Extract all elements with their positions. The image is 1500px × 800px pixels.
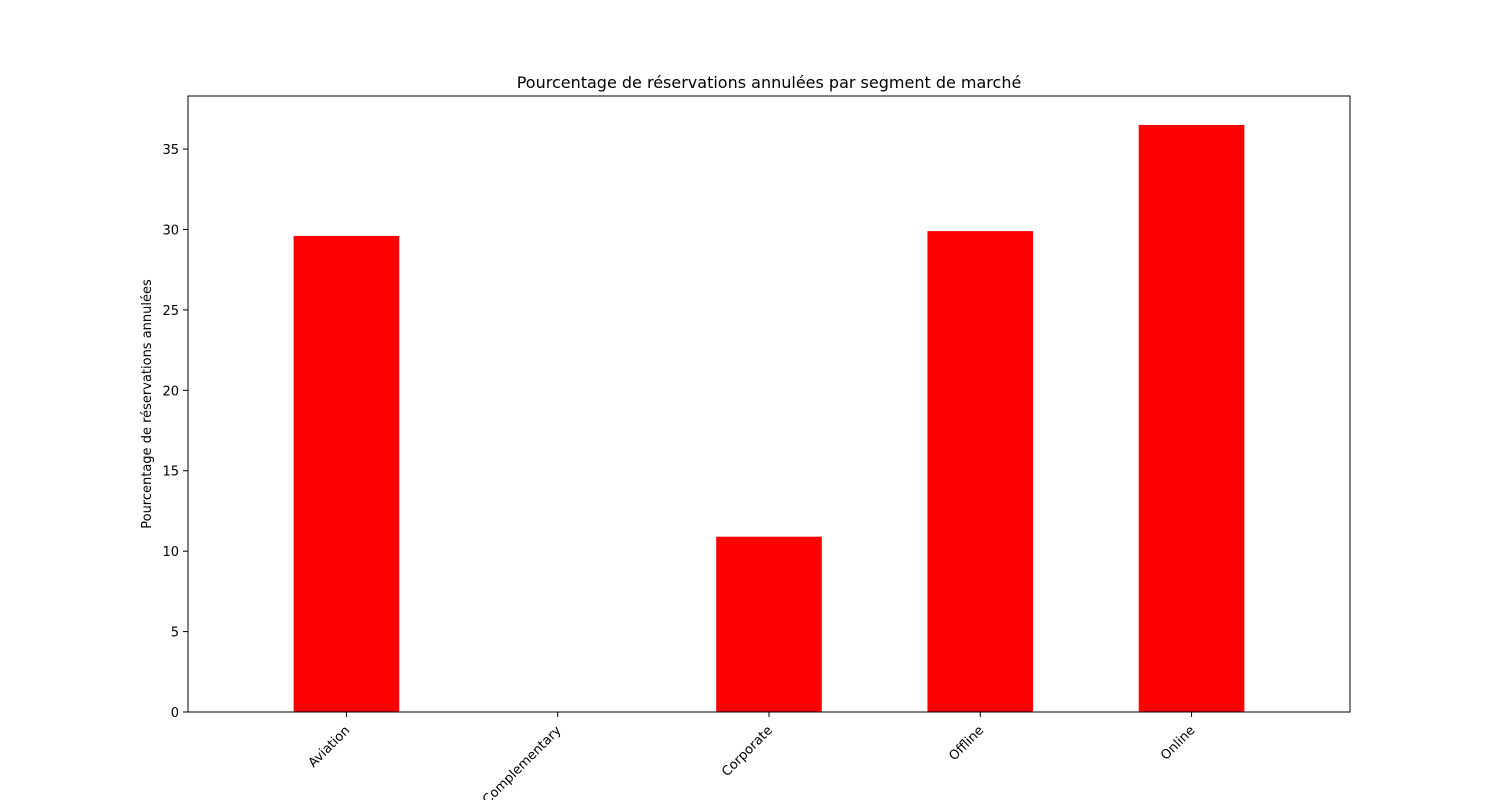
y-tick-label: 25 (162, 304, 179, 319)
bar-aviation (293, 235, 400, 713)
y-tick-label: 30 (162, 223, 179, 238)
x-tick-label: Offline (946, 723, 987, 764)
y-tick-label: 10 (162, 545, 179, 560)
y-axis-label: Pourcentage de réservations annulées (140, 279, 155, 529)
x-tick-label: Aviation (306, 723, 354, 771)
x-tick-label: Online (1158, 723, 1198, 763)
bar-online (1138, 124, 1245, 713)
x-tick-label: Corporate (719, 723, 776, 780)
y-tick-label: 20 (162, 384, 179, 399)
y-tick-label: 35 (162, 143, 179, 158)
y-axis: 0 5 10 15 20 25 30 35 (162, 143, 188, 721)
y-tick-label: 5 (171, 626, 179, 641)
bar-offline (927, 231, 1034, 713)
x-axis: Aviation Complementary Corporate Offline Onl… (306, 712, 1198, 800)
bar-corporate (716, 536, 822, 712)
plot-frame (187, 95, 1351, 713)
y-tick-label: 0 (171, 706, 179, 721)
y-tick-label: 15 (162, 465, 179, 480)
chart-title: Pourcentage de réservations annulées par… (517, 73, 1022, 92)
bars-group (293, 124, 1245, 713)
x-tick-label: Complementary (480, 723, 565, 800)
